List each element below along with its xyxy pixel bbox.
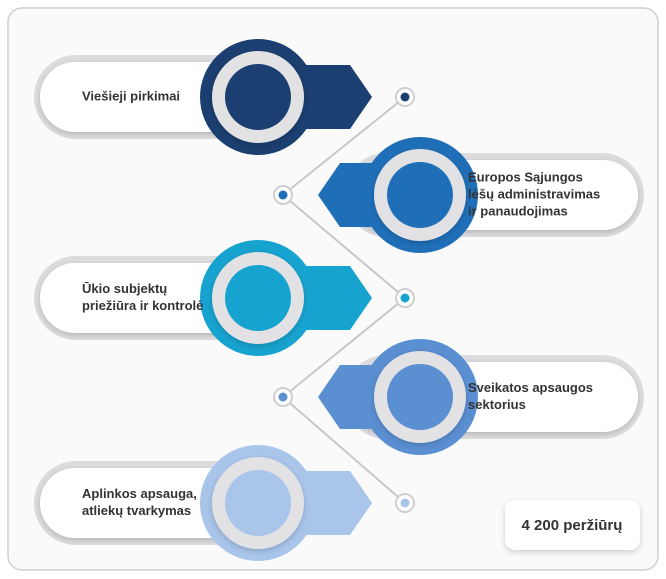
views-badge (505, 500, 640, 550)
row: Viešieji pirkimai (34, 39, 415, 155)
core (387, 364, 453, 430)
item-label: Viešieji pirkimai (82, 88, 180, 103)
dot-core (400, 293, 410, 303)
item-label: priežiūra ir kontrolė (82, 298, 203, 313)
rows: Viešieji pirkimai Europos Sąjungos lėšų ad… (34, 39, 644, 561)
views: 4 200 peržiūrų (522, 517, 623, 534)
core (225, 470, 291, 536)
core (225, 265, 291, 331)
item-label: lėšų administravimas (468, 186, 600, 201)
item-label: ir panaudojimas (468, 203, 568, 218)
item-label: Aplinkos apsauga, (82, 486, 197, 501)
row: Ūkio subjektų priežiūra ir kontrolė (34, 240, 415, 356)
core (225, 64, 291, 130)
dot-core (278, 190, 288, 200)
row: Aplinkos apsauga, atliekų tvarkymas (34, 445, 415, 561)
core (387, 162, 453, 228)
item-label: Europos Sąjungos (468, 169, 583, 184)
row: Sveikatos apsaugos sektorius (273, 339, 644, 455)
item-label: sektorius (468, 397, 526, 412)
dot-core (400, 92, 410, 102)
row: Europos Sąjungos lėšų administravimas ir p… (273, 137, 644, 253)
item-label: atliekų tvarkymas (82, 503, 191, 518)
item-label: Ūkio subjektų (82, 281, 167, 296)
item-label: Sveikatos apsaugos (468, 380, 593, 395)
dot-core (278, 392, 288, 402)
dot-core (400, 498, 410, 508)
